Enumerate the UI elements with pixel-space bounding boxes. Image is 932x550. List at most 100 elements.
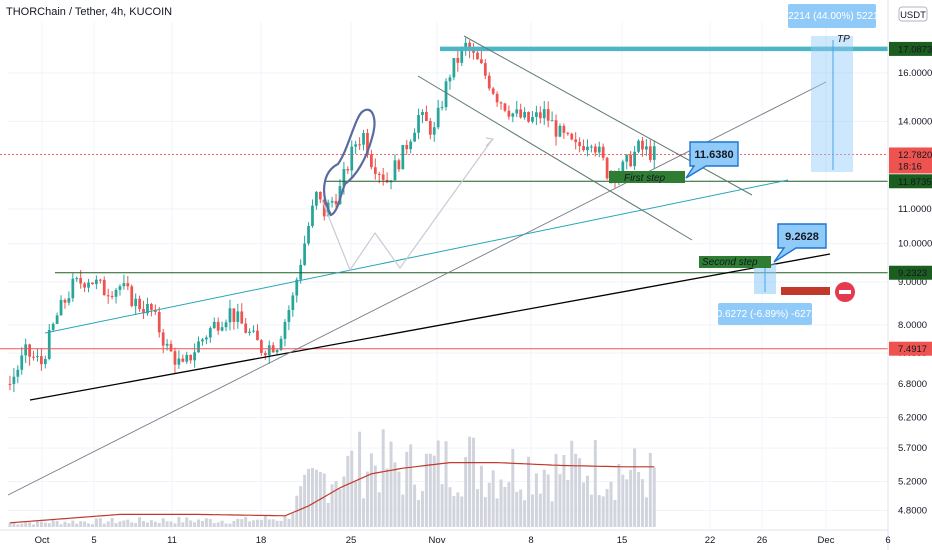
candle-body (425, 111, 428, 121)
volume-bar (185, 517, 189, 527)
price-tick-label: 6.2000 (898, 413, 927, 424)
candle-body (59, 299, 63, 316)
candle-body (43, 358, 47, 365)
candle-body (538, 112, 542, 119)
pattern-curve-drawing (323, 108, 376, 217)
candle-body (287, 309, 291, 322)
candle-body (232, 308, 236, 322)
volume-bar (597, 495, 601, 527)
currency-badge (898, 6, 928, 22)
volume-bar (381, 429, 385, 527)
cyan-channel-line (44, 179, 789, 334)
stop-price-badge (889, 341, 932, 356)
candle-body (362, 132, 365, 145)
candle-body (334, 200, 338, 205)
candle-body (605, 157, 609, 179)
volume-bar (385, 468, 389, 527)
candle-body (212, 321, 216, 329)
volume-bar (534, 473, 538, 527)
time-tick-label: Oct (35, 535, 50, 546)
volume-bar (51, 520, 55, 527)
candle-body (562, 125, 566, 133)
volume-bar (75, 523, 79, 527)
candle-body (126, 283, 130, 287)
candle-body (263, 352, 267, 356)
candle-body (472, 50, 475, 53)
candle-body (197, 341, 200, 353)
price-tick-label: 5.7000 (898, 443, 927, 454)
candle-body (570, 133, 574, 140)
volume-bar (369, 453, 373, 527)
candle-body (118, 286, 122, 290)
volume-bar (621, 474, 625, 527)
candle-body (295, 279, 299, 296)
volume-bar (149, 520, 153, 527)
candle-body (574, 139, 578, 143)
candle-body (283, 321, 287, 339)
volume-bar (35, 520, 39, 527)
candle-body (566, 132, 570, 134)
candle-body (110, 295, 114, 297)
candle-body (373, 167, 377, 174)
candle-body (558, 125, 562, 137)
first-step-tag (609, 171, 685, 183)
volume-bar (24, 522, 28, 527)
candle-body (28, 344, 31, 357)
volume-bar (169, 521, 173, 527)
candle-body (224, 322, 228, 328)
volume-bar (55, 520, 59, 527)
candle-body (480, 59, 483, 64)
candle-body (32, 356, 35, 358)
candle-body (275, 350, 279, 353)
volume-bar (393, 462, 397, 527)
candle-body (535, 112, 538, 117)
candle-body (370, 154, 373, 168)
candle-body (495, 93, 499, 103)
candle-body (248, 331, 251, 333)
candle-body (531, 116, 534, 122)
volume-bar (432, 455, 436, 527)
volume-bar (648, 452, 652, 527)
volume-moving-average (9, 462, 655, 524)
tp-label: TP (837, 34, 850, 45)
volume-bar (409, 444, 413, 527)
volume-bar (546, 474, 550, 527)
candle-body (71, 278, 75, 299)
volume-bar (87, 523, 91, 527)
callout-1-box (685, 141, 739, 179)
volume-bar (20, 523, 24, 527)
volume-bar (200, 521, 204, 527)
candle-body (527, 112, 530, 122)
volume-bar (405, 451, 409, 527)
candle-body (150, 304, 153, 310)
candle-body (393, 160, 397, 181)
volume-bar (153, 521, 157, 527)
candle-body (633, 151, 636, 167)
volume-bar (299, 486, 303, 527)
short-measure-label: -0.6272 (-6.89%) -6272 (713, 309, 817, 320)
volume-bar (303, 474, 307, 527)
volume-bar (267, 519, 271, 527)
volume-bar (582, 482, 586, 527)
volume-bar (633, 448, 637, 527)
candle-body (354, 144, 358, 147)
volume-bar (224, 523, 228, 527)
volume-bar (511, 448, 515, 527)
candle-body (279, 338, 283, 351)
candle-body (98, 279, 102, 281)
candle-body (201, 339, 204, 342)
volume-bar (365, 471, 369, 527)
volume-bar (244, 516, 248, 527)
candle-body (366, 132, 369, 155)
callout-2-label: 9.2628 (785, 231, 819, 243)
volume-bar (475, 489, 479, 527)
volume-bar (550, 501, 554, 527)
candle-body (511, 113, 515, 117)
volume-bar (138, 517, 142, 527)
candle-body (12, 376, 16, 384)
volume-bar (307, 468, 311, 527)
volume-bar (503, 487, 507, 527)
volume-bar (401, 494, 405, 527)
volume-bar (605, 488, 609, 527)
